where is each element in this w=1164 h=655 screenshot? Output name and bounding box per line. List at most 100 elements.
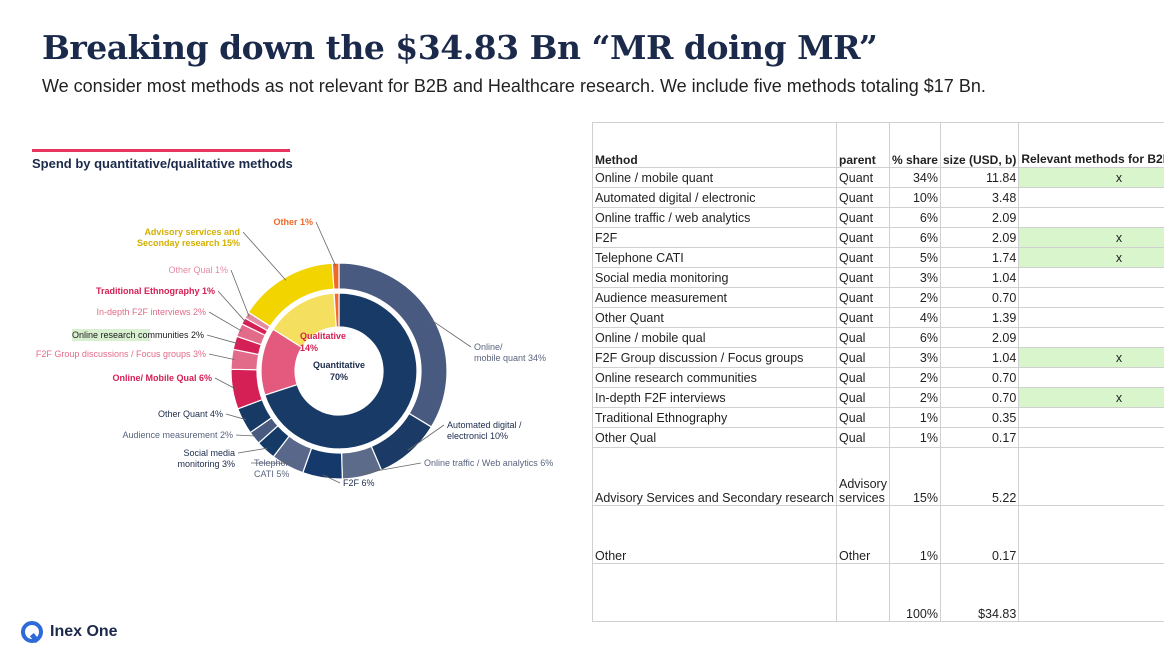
leader-line bbox=[225, 413, 247, 421]
cell-relevant: x bbox=[1018, 227, 1164, 248]
table-row: Telephone CATI Quant 5% 1.74 x bbox=[591, 247, 1164, 268]
cell-method: F2F bbox=[591, 227, 838, 248]
cell-size: 5.22 bbox=[939, 447, 1020, 506]
cell-relevant bbox=[1018, 407, 1164, 428]
label-highlight bbox=[72, 329, 150, 341]
chart-labels: Online/mobile quant 34% Automated digital… bbox=[36, 217, 553, 488]
leader-line bbox=[217, 290, 247, 323]
outer-label-12: Traditional Ethnography 1% bbox=[96, 286, 215, 296]
cell-method: Social media monitoring bbox=[591, 267, 838, 288]
cell-share: 5% bbox=[888, 247, 941, 268]
cell-relevant bbox=[1018, 187, 1164, 208]
cell-relevant bbox=[1018, 427, 1164, 448]
cell-share: 1% bbox=[888, 505, 941, 564]
cell-method: In-depth F2F interviews bbox=[591, 387, 838, 408]
leader-line bbox=[430, 319, 472, 348]
cell-parent: Qual bbox=[836, 347, 890, 368]
table-row: Online / mobile quant Quant 34% 11.84 x bbox=[591, 167, 1164, 188]
cell-parent: Quant bbox=[836, 167, 890, 188]
cell-share: 6% bbox=[888, 207, 941, 228]
cell-relevant bbox=[1018, 287, 1164, 308]
inner-ring bbox=[260, 292, 418, 450]
cell-share: 4% bbox=[888, 307, 941, 328]
table-row: Other Other 1% 0.17 bbox=[591, 505, 1164, 564]
cell-size: 0.35 bbox=[939, 407, 1020, 428]
inner-slice-0 bbox=[264, 292, 418, 450]
table-row: Other Quant Quant 4% 1.39 bbox=[591, 307, 1164, 328]
cell-share: 34% bbox=[888, 167, 941, 188]
col-method: Method bbox=[591, 122, 838, 168]
cell-size: 3.48 bbox=[939, 187, 1020, 208]
cell-size: 0.17 bbox=[939, 427, 1020, 448]
table-row: Audience measurement Quant 2% 0.70 bbox=[591, 287, 1164, 308]
logo-text: Inex One bbox=[50, 623, 118, 640]
cell-method: Online traffic / web analytics bbox=[591, 207, 838, 228]
cell-method: Automated digital / electronic bbox=[591, 187, 838, 208]
leader-line bbox=[237, 447, 268, 454]
table-row: F2F Group discussion / Focus groups Qual 3… bbox=[591, 347, 1164, 368]
table-row: Online research communities Qual 2% 0.70 bbox=[591, 367, 1164, 388]
col-relevant: Relevant methods for B2B and HC bbox=[1018, 122, 1164, 168]
outer-label-14: Advisory services and Seconday research 1… bbox=[137, 227, 240, 248]
cell-size: 0.70 bbox=[939, 367, 1020, 388]
table-row: Other Qual Qual 1% 0.17 bbox=[591, 427, 1164, 448]
leader-line bbox=[361, 462, 422, 474]
cell-share: 100% bbox=[888, 563, 941, 622]
cell-relevant: x bbox=[1018, 167, 1164, 188]
cell-relevant: x bbox=[1018, 247, 1164, 268]
cell-share: 2% bbox=[888, 287, 941, 308]
brand-logo: Inex One bbox=[20, 620, 118, 644]
inner-value-quantitative: 70% bbox=[330, 372, 348, 382]
cell-share: 15% bbox=[888, 447, 941, 506]
cell-parent: Advisory services bbox=[836, 447, 890, 506]
cell-relevant bbox=[1018, 327, 1164, 348]
col-share: % share bbox=[888, 122, 941, 168]
donut-chart: Online/mobile quant 34% Automated digital… bbox=[36, 217, 553, 488]
cell-parent: Qual bbox=[836, 387, 890, 408]
inner-value-qualitative: 14% bbox=[300, 343, 318, 353]
table-row: 100% $34.83 bbox=[591, 563, 1164, 622]
outer-label-0: Online/mobile quant 34% bbox=[474, 342, 546, 363]
cell-size: 1.74 bbox=[939, 247, 1020, 268]
cell-method: Traditional Ethnography bbox=[591, 407, 838, 428]
cell-size: 0.17 bbox=[939, 505, 1020, 564]
cell-parent: Qual bbox=[836, 327, 890, 348]
leader-line bbox=[230, 269, 250, 317]
cell-method: Online research communities bbox=[591, 367, 838, 388]
cell-share: 6% bbox=[888, 327, 941, 348]
leader-line bbox=[242, 231, 287, 281]
outer-label-15: Other 1% bbox=[273, 217, 313, 227]
cell-relevant bbox=[1018, 307, 1164, 328]
cell-method bbox=[591, 563, 838, 622]
cell-size: 2.09 bbox=[939, 327, 1020, 348]
cell-method: Other bbox=[591, 505, 838, 564]
inex-logo-icon bbox=[21, 621, 43, 644]
outer-label-10: Online research communities 2% bbox=[72, 330, 204, 340]
outer-label-2: Online traffic / Web analytics 6% bbox=[424, 458, 553, 468]
table-row: Advisory Services and Secondary research… bbox=[591, 447, 1164, 506]
cell-relevant bbox=[1018, 447, 1164, 506]
leader-line bbox=[235, 434, 257, 437]
cell-share: 1% bbox=[888, 427, 941, 448]
leader-line bbox=[206, 334, 238, 344]
outer-label-13: Other Qual 1% bbox=[168, 265, 228, 275]
cell-parent: Quant bbox=[836, 267, 890, 288]
cell-parent: Other bbox=[836, 505, 890, 564]
table-row: Social media monitoring Quant 3% 1.04 bbox=[591, 267, 1164, 288]
cell-relevant bbox=[1018, 505, 1164, 564]
outer-label-9: F2F Group discussions / Focus groups 3% bbox=[36, 349, 206, 359]
table-row: Automated digital / electronic Quant 10% 3.… bbox=[591, 187, 1164, 208]
cell-parent: Quant bbox=[836, 187, 890, 208]
chart-accent-rule bbox=[32, 149, 290, 152]
cell-size: 1.04 bbox=[939, 267, 1020, 288]
cell-method: Other Qual bbox=[591, 427, 838, 448]
cell-parent: Qual bbox=[836, 407, 890, 428]
cell-size: 0.70 bbox=[939, 287, 1020, 308]
cell-relevant bbox=[1018, 267, 1164, 288]
cell-parent: Quant bbox=[836, 307, 890, 328]
outer-label-7: Other Quant 4% bbox=[158, 409, 223, 419]
cell-size: 0.70 bbox=[939, 387, 1020, 408]
cell-size: $34.83 bbox=[939, 563, 1020, 622]
cell-parent: Qual bbox=[836, 367, 890, 388]
outer-ring bbox=[230, 262, 448, 480]
